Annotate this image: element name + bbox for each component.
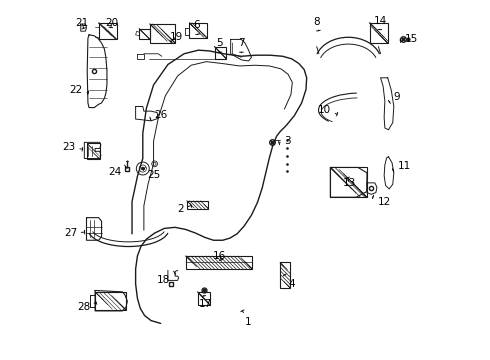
Text: 12: 12 [372, 195, 391, 207]
Text: 15: 15 [400, 35, 418, 44]
Text: 20: 20 [105, 18, 118, 28]
Text: 1: 1 [241, 310, 252, 327]
Bar [186, 256, 252, 269]
Text: 27: 27 [64, 228, 85, 238]
Bar [280, 262, 290, 288]
Bar [87, 143, 100, 159]
Text: 22: 22 [70, 85, 89, 95]
Text: 18: 18 [157, 271, 175, 285]
Bar [150, 24, 175, 43]
Text: 28: 28 [77, 301, 97, 312]
Text: 13: 13 [343, 177, 356, 188]
Bar [95, 292, 126, 310]
Circle shape [141, 167, 144, 170]
Bar [197, 292, 210, 305]
Text: 7: 7 [238, 38, 245, 52]
Text: 10: 10 [318, 105, 338, 116]
Text: 23: 23 [63, 142, 83, 152]
Bar [98, 23, 117, 40]
Text: 2: 2 [177, 204, 192, 214]
Text: 21: 21 [75, 18, 89, 29]
Bar [215, 46, 226, 59]
Text: 24: 24 [108, 165, 126, 177]
Text: 14: 14 [374, 17, 387, 30]
Bar [330, 167, 367, 197]
Text: 8: 8 [314, 17, 320, 31]
Bar [187, 201, 208, 209]
Bar [370, 23, 388, 43]
Text: 4: 4 [283, 274, 294, 289]
Text: 11: 11 [392, 161, 411, 172]
Text: 25: 25 [144, 167, 161, 180]
Text: 3: 3 [279, 136, 291, 145]
Text: 6: 6 [193, 20, 200, 35]
Text: 5: 5 [217, 38, 223, 52]
Text: 9: 9 [389, 92, 400, 103]
Text: 19: 19 [170, 32, 183, 43]
Text: 16: 16 [213, 251, 226, 261]
Bar [139, 29, 150, 40]
Text: 26: 26 [150, 110, 168, 121]
Text: 17: 17 [199, 296, 212, 309]
Bar [190, 23, 207, 39]
